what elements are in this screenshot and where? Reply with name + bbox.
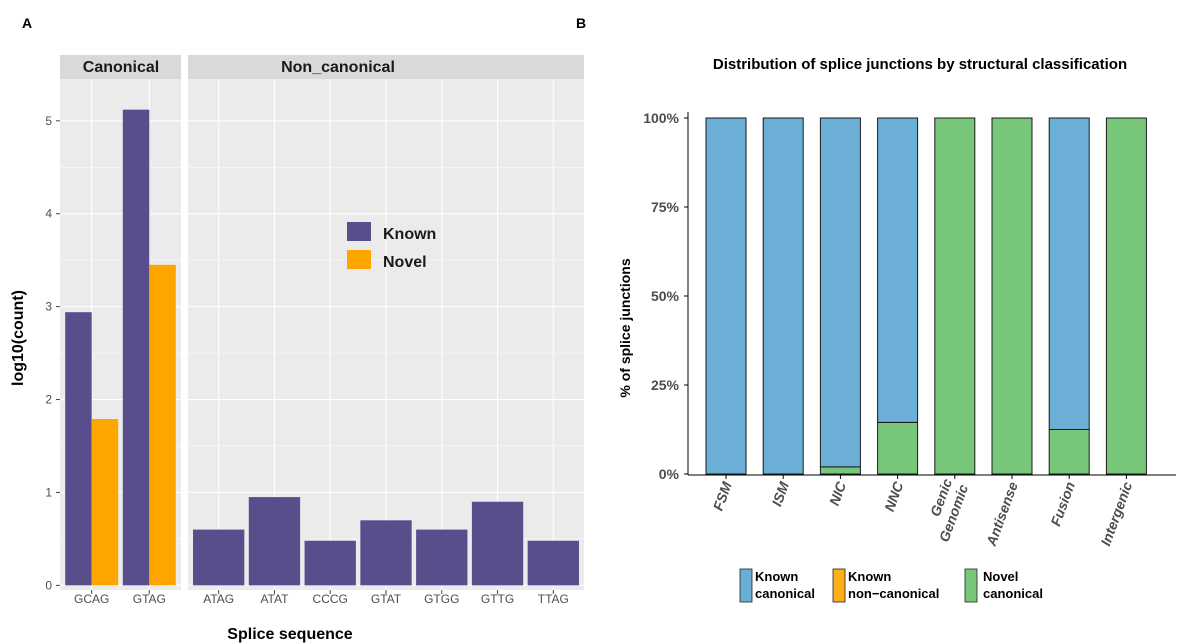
bar-segment-known-canonical-ism [762,117,804,475]
panel-b-y-axis-title: % of splice junctions [617,258,633,397]
x-tick-label-line: ISM [768,479,792,508]
x-tick-label-line: Intergenic [1097,479,1135,548]
panel-a-bars [65,109,579,586]
legend-label-known-canonical-line2: canonical [755,586,815,601]
bar-novel-gcag [91,419,119,586]
y-tick-label: 25% [651,377,680,393]
x-tick-label-line: NIC [826,479,850,508]
x-tick-label: CCCG [313,592,348,606]
panel-a-y-ticks: 0 1 2 3 4 5 [45,114,60,592]
x-tick-label: Intergenic [1097,479,1135,548]
bar-novel-gtag [149,264,176,586]
legend-label-known: Known [383,226,436,243]
y-tick-label: 2 [45,393,52,407]
y-tick-label: 4 [45,207,52,221]
bar-known-atat [248,497,301,586]
x-tick-label: Fusion [1047,480,1078,529]
x-tick-label-line: Fusion [1047,480,1078,529]
bar-segment-known-canonical-nnc [877,117,919,423]
x-tick-label: ATAT [260,592,289,606]
x-tick-label: GTAT [371,592,402,606]
bar-segment-novel-canonical-nnc [877,421,919,475]
panel-a-y-axis-title: log10(count) [10,290,27,386]
legend-key-novel-canonical [964,568,978,603]
facet-strip-noncanonical-label: Non_canonical [281,59,395,76]
y-tick-label: 0 [45,578,52,592]
x-tick-label: GTTG [481,592,514,606]
legend-key-known-canonical [739,568,753,603]
bar-known-gtat [360,520,412,586]
bar-known-gtag [122,109,150,586]
y-tick-label: 0% [659,466,680,482]
panel-a-x-axis-title: Splice sequence [227,626,352,643]
bar-segment-known-canonical-fsm [705,117,747,475]
x-tick-label: Antisense [983,479,1021,548]
facet-strip-canonical-label: Canonical [83,59,159,76]
bar-known-gcag [65,312,92,586]
y-tick-label: 50% [651,288,680,304]
x-tick-label: FSM [710,479,735,513]
y-tick-label: 5 [45,114,52,128]
x-tick-label: ATAG [203,592,234,606]
facet-strip-noncanonical [188,55,584,79]
panel-b-y-ticks: 0% 25% 50% 75% 100% [643,110,688,482]
x-tick-label-line: Antisense [983,479,1021,548]
x-tick-label: GTAG [133,592,166,606]
bar-known-ttag [527,540,579,586]
y-tick-label: 75% [651,199,680,215]
bar-known-cccg [304,540,356,586]
bar-segment-novel-canonical-antisense [991,117,1033,475]
x-tick-label-line: NNC [881,479,907,514]
x-tick-label: NNC [881,479,907,514]
panel-b-x-ticks: FSM ISM NIC NNC GenicGenomic Antisense Fusion I… [710,475,1135,549]
x-tick-label: NIC [826,479,850,508]
bar-known-gtgg [416,529,468,586]
x-tick-label: ISM [768,479,792,508]
legend-key-novel [347,250,371,269]
y-tick-label: 100% [643,110,679,126]
panel-b-title: Distribution of splice junctions by stru… [713,56,1127,73]
bar-segment-novel-canonical-fusion [1048,429,1090,475]
panel-a-label: A [22,15,32,31]
x-tick-label-line: FSM [710,479,735,513]
bar-known-gttg [471,501,524,586]
panel-b-bars [705,117,1147,475]
bar-segment-novel-canonical-genic [934,117,976,475]
legend-label-novel-canonical-line1: Novel [983,569,1018,584]
legend-label-novel: Novel [383,254,427,271]
bar-segment-novel-canonical-nic [819,466,861,475]
panel-b-legend: Known canonical Known non−canonical Nove… [739,568,1043,603]
bar-known-atag [193,529,245,586]
legend-key-known [347,222,371,241]
panel-b-label: B [576,15,586,31]
legend-label-novel-canonical-line2: canonical [983,586,1043,601]
bar-segment-novel-canonical-intergenic [1105,117,1147,475]
panel-a-x-ticks: GCAG GTAG ATAG ATAT CCCG GTAT GTGG GTTG TTAG [74,590,569,606]
bar-segment-known-canonical-nic [819,117,861,468]
legend-label-known-noncanonical-line2: non−canonical [848,586,939,601]
y-tick-label: 1 [45,485,52,499]
legend-label-known-noncanonical-line1: Known [848,569,891,584]
x-tick-label: GTGG [424,592,459,606]
facet-strip-canonical [60,55,181,79]
legend-label-known-canonical-line1: Known [755,569,798,584]
legend-key-known-noncanonical [832,568,846,603]
bar-segment-known-canonical-fusion [1048,117,1090,430]
x-tick-label: GCAG [74,592,109,606]
x-tick-label: TTAG [538,592,569,606]
x-tick-label: GenicGenomic [920,476,972,544]
y-tick-label: 3 [45,300,52,314]
